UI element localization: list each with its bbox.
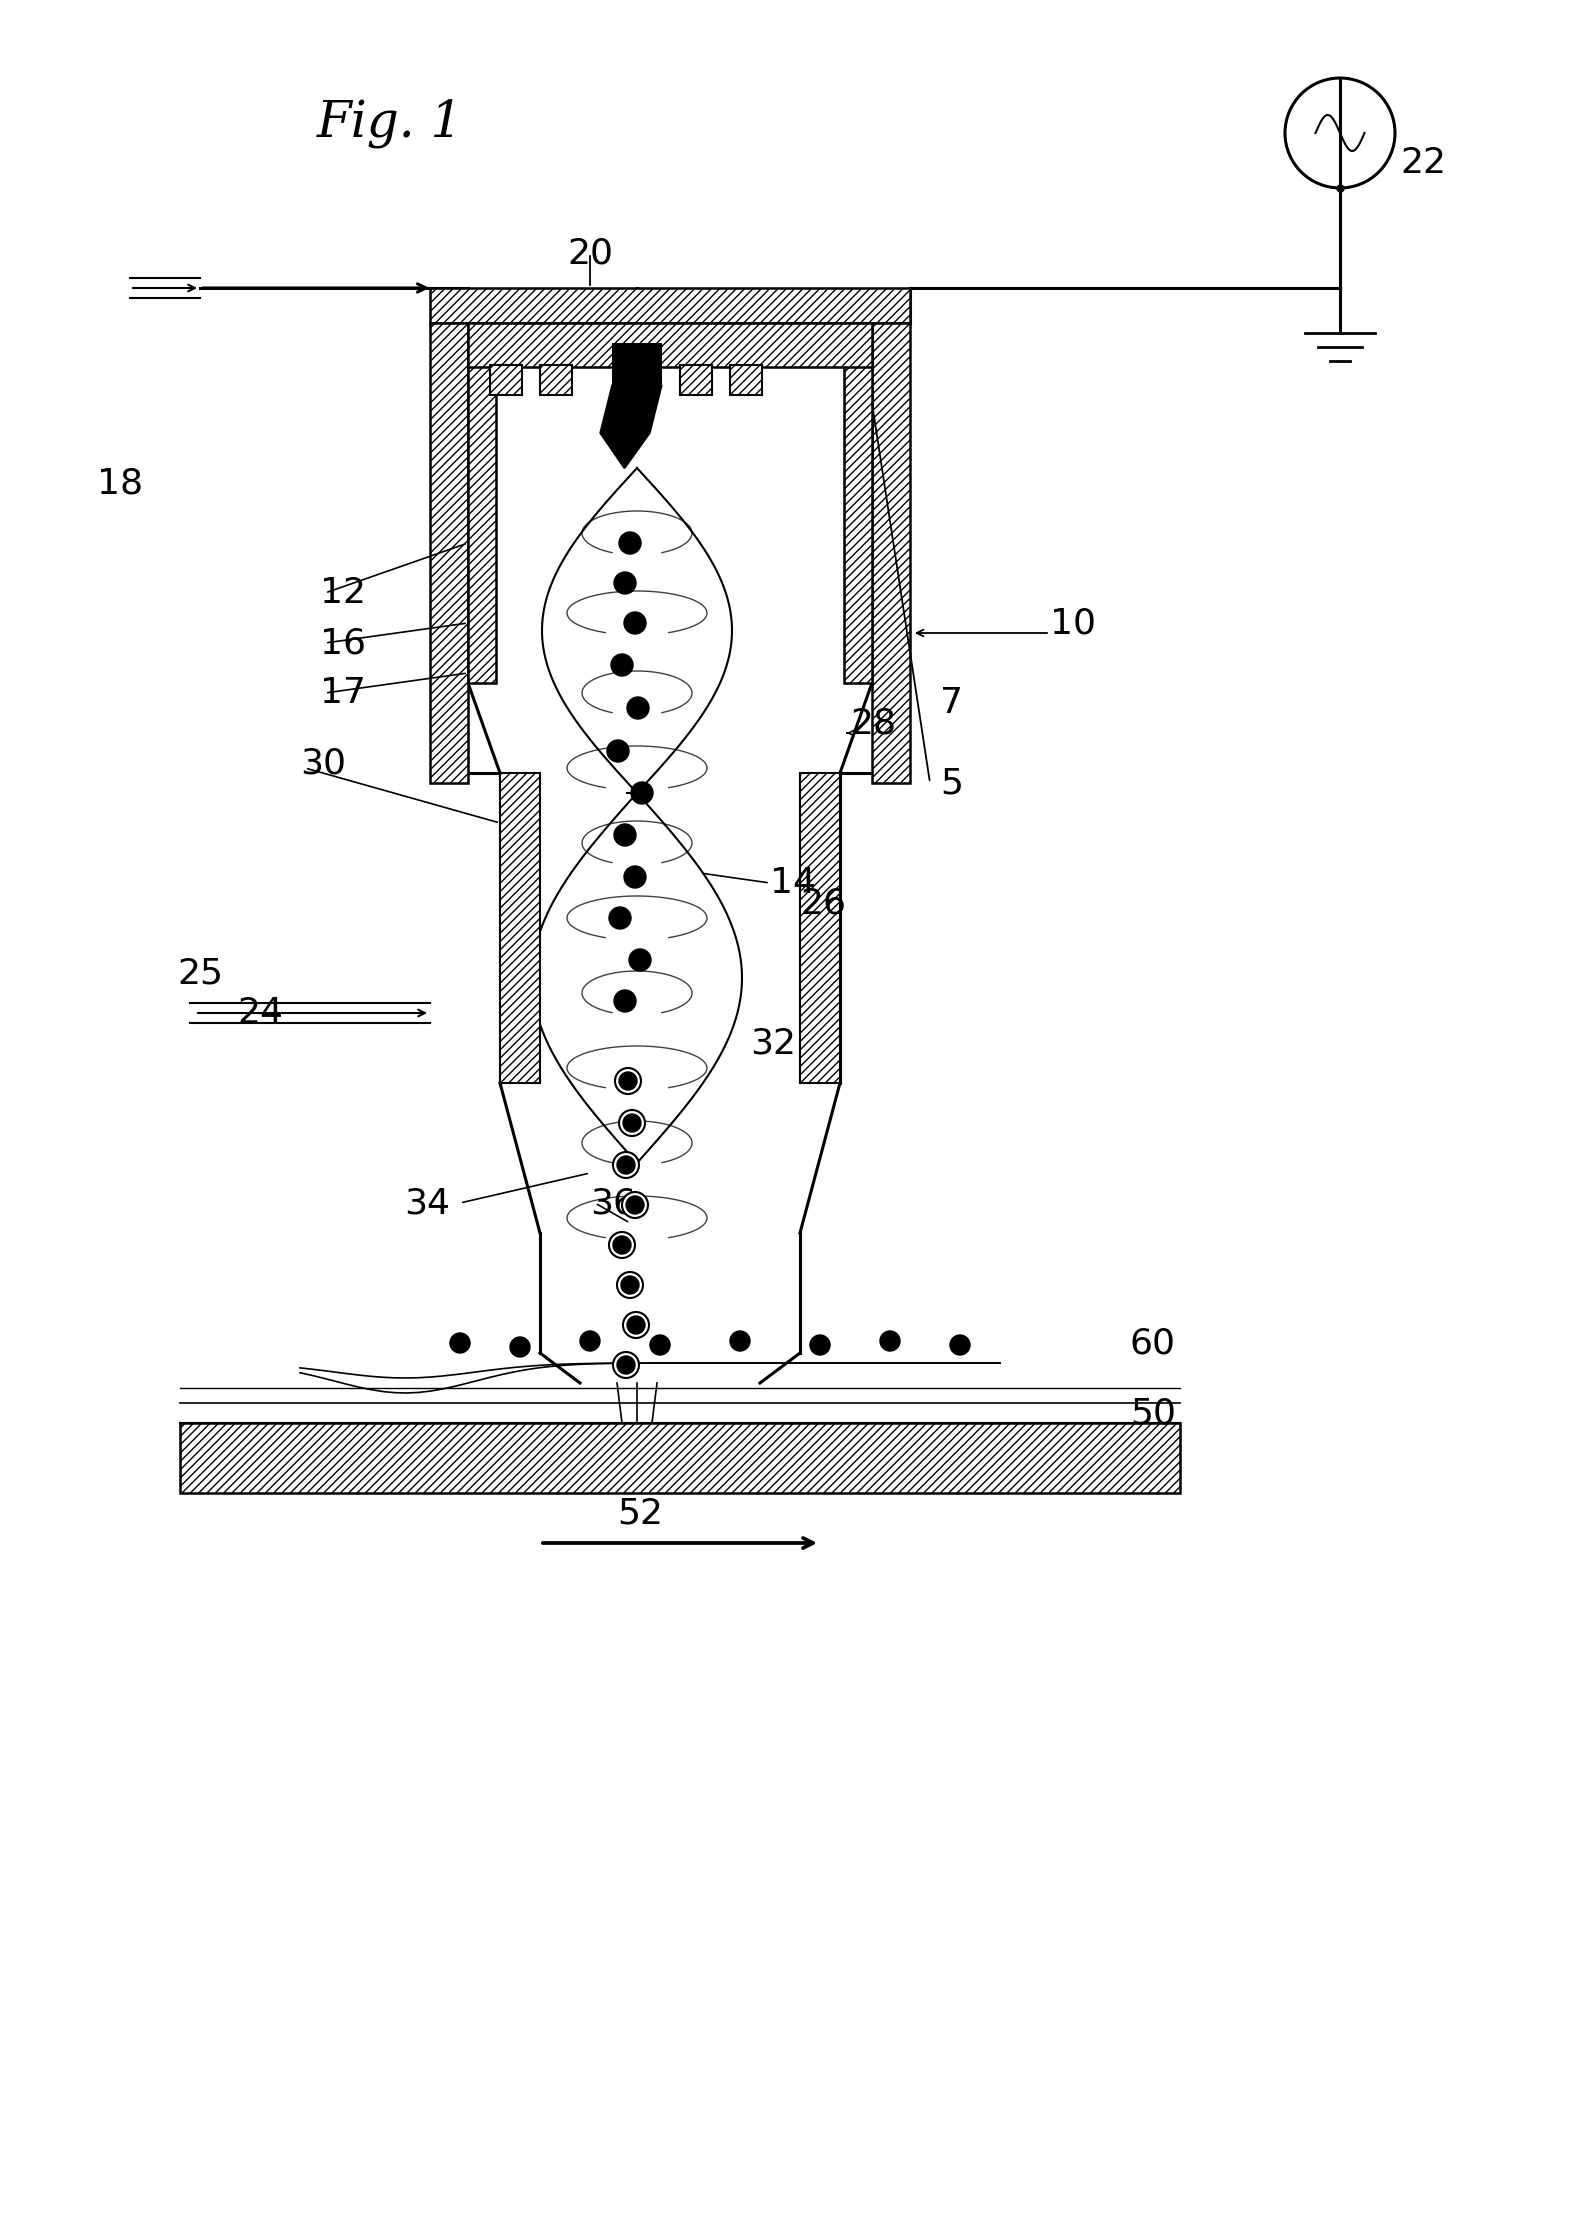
Bar [800,774,840,1083]
Circle shape [809,1336,830,1356]
Circle shape [627,1316,644,1334]
Text: 10: 10 [1051,607,1097,640]
Circle shape [627,698,649,718]
Bar [430,322,468,782]
Text: 24: 24 [236,996,282,1029]
Circle shape [613,1152,640,1178]
Circle shape [606,740,628,762]
Circle shape [619,1109,644,1136]
Circle shape [881,1332,900,1352]
Bar [468,322,871,367]
Text: 26: 26 [800,887,846,920]
Text: 34: 34 [405,1187,451,1220]
Text: 32: 32 [751,1027,797,1060]
Circle shape [624,867,646,887]
Circle shape [624,611,646,634]
Text: 36: 36 [590,1187,636,1220]
Text: 18: 18 [97,467,143,500]
Bar [490,365,522,396]
Bar [500,774,540,1083]
Text: 50: 50 [1130,1396,1176,1429]
Circle shape [609,907,632,929]
Text: 16: 16 [321,627,367,660]
Circle shape [625,1196,644,1214]
Bar [871,322,909,782]
Text: 30: 30 [300,747,346,780]
Text: 12: 12 [321,576,367,609]
Bar [468,322,497,682]
Circle shape [624,1114,641,1132]
Text: 20: 20 [567,236,613,269]
Circle shape [614,989,636,1011]
Circle shape [651,1336,670,1356]
Text: 25: 25 [178,956,224,989]
Circle shape [619,531,641,554]
Bar [679,365,713,396]
Circle shape [613,1236,632,1254]
Circle shape [621,1276,640,1294]
Circle shape [451,1334,470,1354]
Circle shape [624,1312,649,1338]
Circle shape [609,1232,635,1258]
Text: 22: 22 [1400,147,1446,180]
Circle shape [632,782,652,805]
Text: 5: 5 [940,767,963,800]
Bar [613,342,662,385]
Circle shape [616,1067,641,1094]
Circle shape [611,654,633,676]
Bar [540,365,571,396]
Circle shape [730,1332,751,1352]
Bar [179,1423,1181,1494]
Circle shape [617,1356,635,1374]
Text: 14: 14 [770,867,816,900]
Text: 52: 52 [617,1496,663,1529]
Text: 7: 7 [940,687,963,720]
Circle shape [617,1272,643,1298]
Circle shape [614,571,636,594]
Bar [430,289,909,322]
Text: 17: 17 [321,676,367,709]
Circle shape [579,1332,600,1352]
Polygon shape [600,385,662,469]
Circle shape [951,1336,970,1356]
Circle shape [622,1192,647,1218]
Text: Fig. 1: Fig. 1 [317,98,463,147]
Circle shape [613,1352,640,1378]
Bar [844,322,871,682]
Text: 28: 28 [851,707,897,740]
Text: 60: 60 [1130,1325,1176,1360]
Bar [730,365,762,396]
Circle shape [628,949,651,971]
Circle shape [509,1336,530,1356]
Circle shape [619,1071,636,1089]
Circle shape [617,1156,635,1174]
Circle shape [614,825,636,847]
